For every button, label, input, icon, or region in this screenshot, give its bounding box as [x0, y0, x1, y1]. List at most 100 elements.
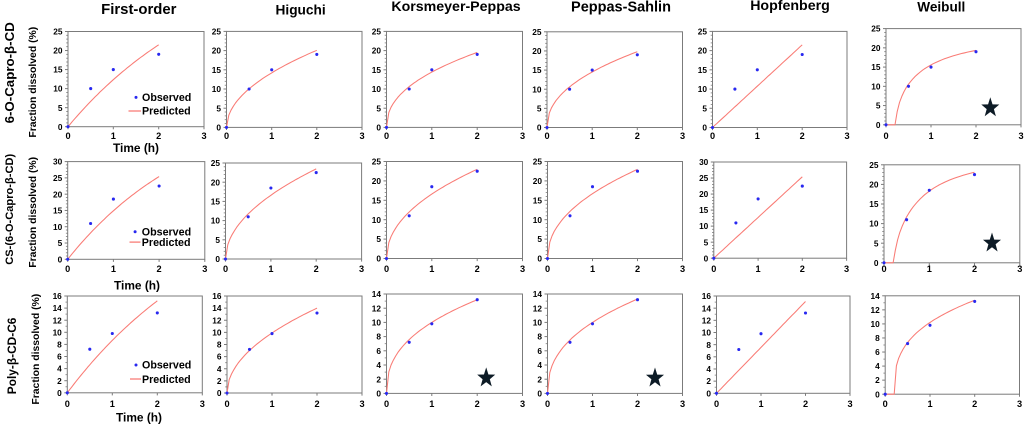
svg-text:8: 8 [706, 340, 711, 350]
svg-text:30: 30 [53, 157, 63, 167]
svg-text:6: 6 [376, 346, 381, 356]
svg-text:25: 25 [372, 157, 382, 167]
svg-text:20: 20 [53, 189, 63, 199]
svg-text:2: 2 [314, 131, 319, 141]
svg-text:4: 4 [376, 360, 381, 370]
svg-text:1: 1 [110, 399, 115, 409]
svg-text:12: 12 [212, 315, 222, 325]
svg-text:1: 1 [756, 264, 761, 274]
svg-text:1: 1 [429, 131, 434, 141]
svg-text:14: 14 [870, 291, 880, 301]
svg-text:20: 20 [699, 189, 709, 199]
svg-text:0: 0 [65, 264, 70, 274]
svg-text:15: 15 [699, 205, 709, 215]
svg-text:0: 0 [224, 399, 229, 409]
svg-text:Observed: Observed [142, 360, 191, 372]
svg-text:4: 4 [537, 360, 542, 370]
svg-text:1: 1 [758, 399, 763, 409]
svg-text:3: 3 [200, 399, 205, 409]
svg-text:Observed: Observed [142, 226, 191, 238]
svg-text:0: 0 [57, 388, 62, 398]
svg-text:2: 2 [972, 399, 977, 409]
svg-text:20: 20 [698, 46, 708, 56]
svg-text:2: 2 [475, 131, 480, 141]
svg-text:Fraction dissolved (%): Fraction dissolved (%) [28, 27, 39, 138]
svg-text:2: 2 [376, 374, 381, 384]
svg-text:12: 12 [870, 305, 880, 315]
svg-text:3: 3 [1017, 399, 1022, 409]
svg-text:25: 25 [533, 157, 543, 167]
svg-text:15: 15 [211, 197, 221, 207]
svg-text:First-order: First-order [101, 2, 176, 18]
svg-text:14: 14 [702, 303, 712, 313]
svg-text:16: 16 [702, 291, 712, 301]
svg-text:8: 8 [57, 340, 62, 350]
svg-text:0: 0 [714, 399, 719, 409]
svg-text:3: 3 [201, 131, 206, 141]
svg-text:Predicted: Predicted [142, 106, 191, 118]
svg-text:3: 3 [680, 399, 685, 409]
svg-text:Time (h): Time (h) [113, 141, 159, 155]
svg-text:Korsmeyer-Peppas: Korsmeyer-Peppas [391, 0, 520, 15]
svg-text:15: 15 [532, 65, 542, 75]
svg-text:20: 20 [211, 177, 221, 187]
svg-text:Poly-β-CD-C6: Poly-β-CD-C6 [5, 317, 19, 394]
svg-text:3: 3 [847, 399, 852, 409]
svg-text:20: 20 [372, 46, 382, 56]
svg-text:25: 25 [532, 27, 542, 37]
svg-text:20: 20 [533, 176, 543, 186]
svg-text:5: 5 [376, 234, 381, 244]
svg-text:25: 25 [871, 24, 881, 34]
svg-text:30: 30 [699, 157, 709, 167]
svg-text:2: 2 [314, 264, 319, 274]
svg-text:8: 8 [376, 332, 381, 342]
svg-text:15: 15 [372, 65, 382, 75]
svg-text:0: 0 [704, 253, 709, 263]
svg-text:1: 1 [590, 399, 595, 409]
svg-text:1: 1 [755, 131, 760, 141]
svg-text:12: 12 [372, 303, 382, 313]
svg-text:15: 15 [53, 206, 63, 216]
svg-text:2: 2 [156, 131, 161, 141]
svg-text:5: 5 [704, 237, 709, 247]
svg-text:2: 2 [800, 131, 805, 141]
svg-text:2: 2 [537, 374, 542, 384]
svg-text:10: 10 [212, 327, 222, 337]
svg-text:3: 3 [1017, 264, 1022, 274]
svg-text:0: 0 [376, 123, 381, 133]
svg-text:15: 15 [533, 195, 543, 205]
svg-text:3: 3 [202, 264, 207, 274]
svg-text:Time (h): Time (h) [116, 411, 162, 425]
svg-text:5: 5 [874, 238, 879, 248]
svg-text:5: 5 [215, 235, 220, 245]
svg-text:0: 0 [711, 264, 716, 274]
svg-text:10: 10 [533, 215, 543, 225]
svg-text:4: 4 [875, 361, 880, 371]
svg-text:3: 3 [844, 131, 849, 141]
svg-text:10: 10 [699, 221, 709, 231]
svg-text:2: 2 [475, 264, 480, 274]
svg-text:20: 20 [869, 180, 879, 190]
svg-text:0: 0 [883, 131, 888, 141]
svg-text:3: 3 [520, 131, 525, 141]
svg-text:1: 1 [927, 264, 932, 274]
svg-text:6: 6 [57, 352, 62, 362]
svg-text:6: 6 [537, 346, 542, 356]
svg-text:5: 5 [216, 103, 221, 113]
svg-text:1: 1 [590, 131, 595, 141]
svg-text:2: 2 [314, 399, 319, 409]
svg-text:10: 10 [53, 222, 63, 232]
svg-text:3: 3 [520, 264, 525, 274]
svg-text:0: 0 [224, 131, 229, 141]
svg-text:1: 1 [111, 131, 116, 141]
svg-text:0: 0 [58, 254, 63, 264]
svg-text:CS-(6-O-Capro-β-CD): CS-(6-O-Capro-β-CD) [4, 154, 16, 265]
svg-text:12: 12 [533, 303, 543, 313]
svg-text:15: 15 [372, 195, 382, 205]
svg-text:3: 3 [359, 264, 364, 274]
svg-text:0: 0 [545, 399, 550, 409]
svg-text:0: 0 [58, 122, 63, 132]
svg-text:15: 15 [869, 199, 879, 209]
svg-text:15: 15 [698, 65, 708, 75]
svg-text:14: 14 [212, 303, 222, 313]
